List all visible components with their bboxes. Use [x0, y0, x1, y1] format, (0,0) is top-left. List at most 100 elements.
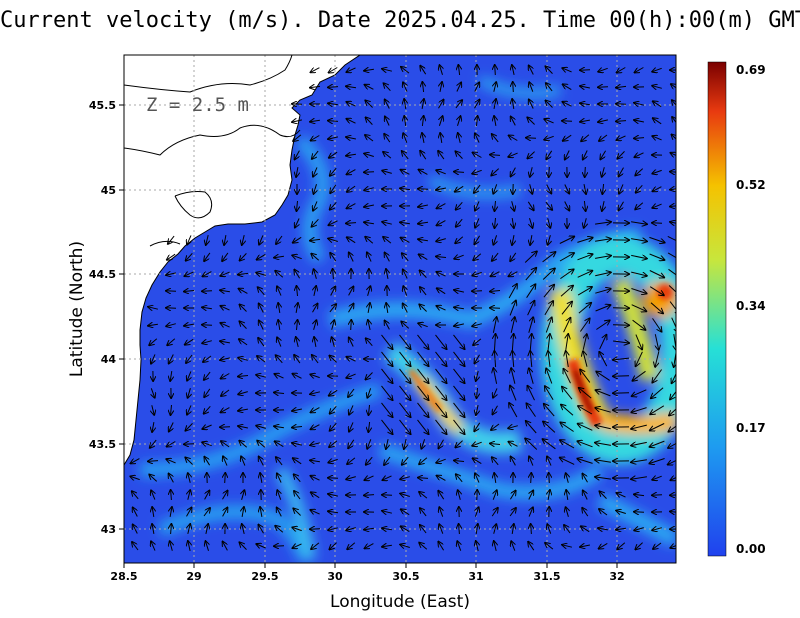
velocity-arrow	[382, 222, 392, 224]
velocity-arrow	[599, 134, 608, 141]
velocity-arrow	[435, 368, 447, 383]
velocity-arrow	[404, 99, 406, 109]
velocity-arrow	[295, 150, 300, 160]
velocity-arrow	[399, 419, 411, 434]
velocity-arrow	[475, 507, 478, 517]
velocity-arrow	[578, 303, 591, 314]
velocity-arrow	[472, 272, 482, 275]
velocity-arrow	[595, 239, 611, 241]
velocity-arrow	[635, 334, 642, 350]
velocity-arrow	[509, 508, 516, 517]
velocity-arrow	[510, 252, 517, 261]
velocity-arrow	[495, 217, 496, 228]
velocity-arrow	[259, 321, 263, 330]
velocity-arrow	[260, 507, 262, 517]
velocity-arrow	[595, 272, 611, 275]
velocity-arrow	[493, 405, 498, 415]
velocity-arrow	[549, 166, 550, 177]
velocity-arrow	[401, 526, 410, 533]
velocity-arrow	[494, 116, 496, 126]
velocity-arrow	[652, 136, 662, 140]
velocity-arrow	[439, 439, 444, 449]
y-axis: 43 43.5 44 44.5 45 45.5 Latitude (North)	[67, 99, 124, 536]
velocity-arrow	[494, 524, 497, 534]
velocity-arrow	[669, 408, 676, 416]
velocity-arrow	[544, 404, 555, 417]
velocity-arrow	[492, 134, 499, 143]
velocity-arrow	[310, 86, 321, 87]
velocity-arrow	[366, 372, 373, 380]
velocity-arrow	[509, 491, 515, 500]
velocity-arrow	[418, 239, 428, 241]
velocity-arrow	[202, 425, 212, 429]
velocity-arrow	[330, 422, 337, 431]
velocity-arrow	[600, 150, 607, 160]
colorbar-tick-label: 0.00	[736, 542, 766, 556]
velocity-arrow	[364, 69, 374, 71]
velocity-arrow	[328, 528, 338, 530]
velocity-arrow	[329, 356, 337, 363]
velocity-arrow	[456, 474, 463, 483]
velocity-arrow	[655, 351, 660, 367]
velocity-arrow	[454, 172, 465, 173]
velocity-arrow	[436, 257, 447, 258]
velocity-arrow	[437, 288, 446, 295]
velocity-arrow	[311, 135, 320, 141]
velocity-arrow	[296, 337, 298, 348]
velocity-arrow	[635, 168, 644, 176]
velocity-arrow	[491, 271, 500, 277]
velocity-arrow	[169, 354, 174, 364]
velocity-arrow	[399, 402, 411, 417]
velocity-arrow	[474, 100, 480, 109]
velocity-arrow	[328, 239, 338, 242]
velocity-arrow	[297, 200, 298, 211]
velocity-arrow	[382, 511, 393, 513]
velocity-arrow	[668, 268, 676, 278]
velocity-arrow	[438, 151, 445, 160]
velocity-arrow	[511, 368, 516, 384]
velocity-arrow	[312, 355, 319, 364]
velocity-arrow	[310, 392, 321, 394]
velocity-arrow	[260, 473, 262, 483]
velocity-arrow	[365, 101, 373, 108]
velocity-arrow	[458, 490, 461, 500]
velocity-arrow	[509, 271, 518, 277]
velocity-arrow	[579, 319, 589, 332]
velocity-arrow	[132, 542, 139, 551]
velocity-arrow	[528, 386, 535, 401]
velocity-arrow	[278, 303, 280, 313]
velocity-arrow	[169, 474, 174, 483]
velocity-arrow	[473, 253, 482, 260]
velocity-arrow	[583, 491, 587, 500]
velocity-arrow	[258, 338, 265, 347]
velocity-arrow	[667, 235, 676, 242]
velocity-arrow	[238, 409, 248, 411]
velocity-arrow	[528, 542, 535, 551]
velocity-arrow	[649, 236, 664, 242]
velocity-arrow	[512, 524, 514, 534]
velocity-arrow	[292, 527, 302, 530]
velocity-arrow	[632, 389, 647, 396]
velocity-arrow	[348, 304, 354, 313]
velocity-arrow	[650, 405, 665, 414]
velocity-arrow	[653, 101, 662, 108]
velocity-arrow	[188, 490, 190, 500]
velocity-arrow	[529, 82, 533, 92]
colorbar-tick-label: 0.34	[736, 299, 766, 313]
velocity-arrow	[458, 133, 460, 144]
x-tick-label: 30.5	[392, 570, 419, 583]
velocity-arrow	[314, 184, 317, 194]
velocity-arrow	[185, 338, 194, 344]
velocity-arrow	[401, 67, 410, 74]
velocity-arrow	[131, 458, 140, 464]
velocity-arrow	[225, 473, 226, 484]
velocity-arrow	[437, 220, 446, 226]
velocity-arrow	[546, 184, 552, 194]
velocity-arrow	[419, 492, 428, 499]
velocity-arrow	[188, 388, 191, 398]
x-axis-label: Longitude (East)	[330, 592, 470, 612]
velocity-arrow	[369, 404, 370, 415]
velocity-arrow	[477, 116, 478, 127]
velocity-arrow	[531, 473, 532, 484]
velocity-arrow	[277, 508, 282, 517]
